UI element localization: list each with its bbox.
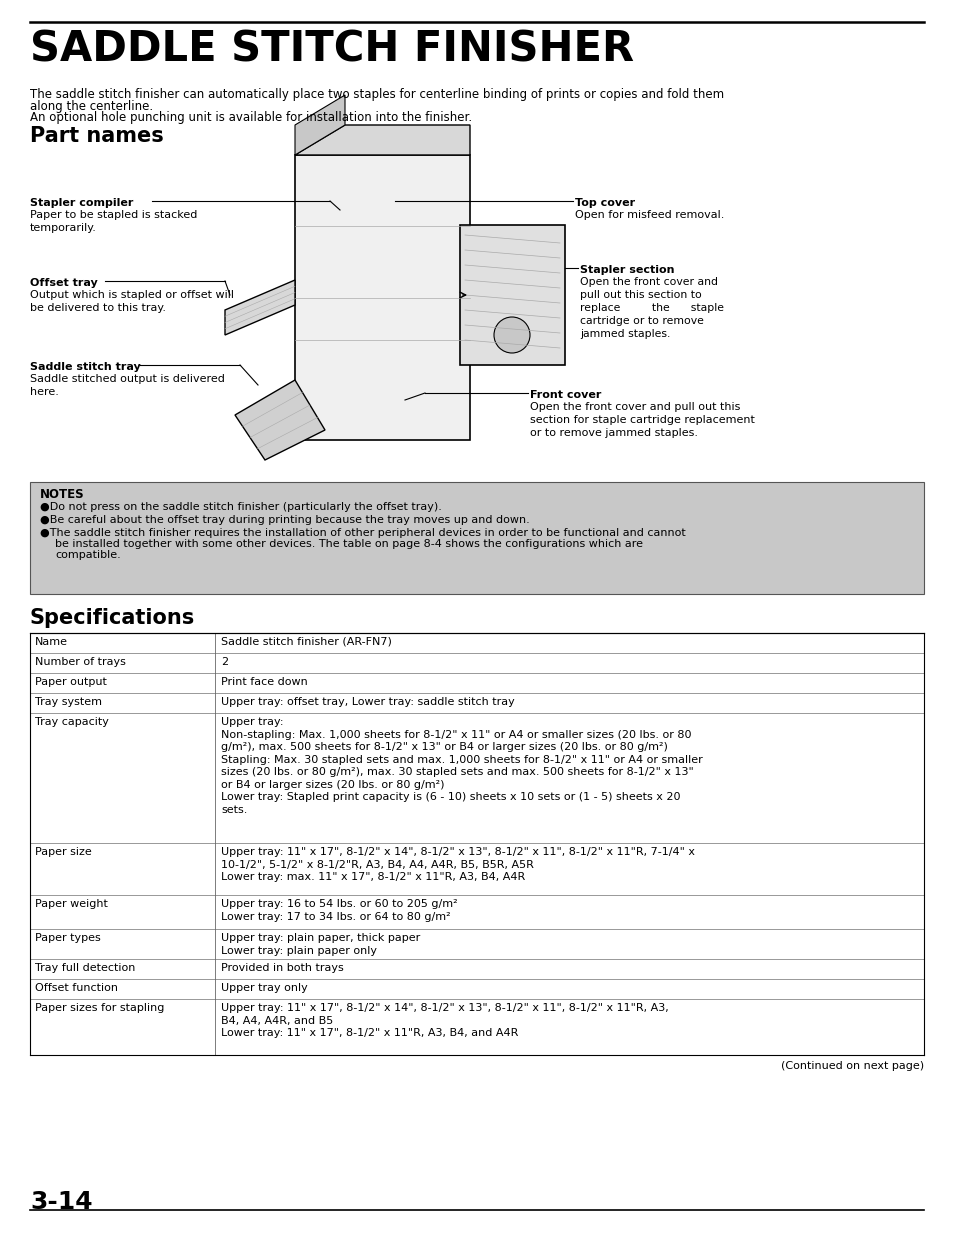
Text: Offset tray: Offset tray	[30, 278, 97, 288]
Text: Open for misfeed removal.: Open for misfeed removal.	[575, 210, 723, 220]
Text: Paper sizes for stapling: Paper sizes for stapling	[35, 1003, 164, 1013]
Text: Part names: Part names	[30, 126, 164, 146]
Text: Open the front cover and pull out this
section for staple cartridge replacement
: Open the front cover and pull out this s…	[530, 403, 754, 437]
Text: Specifications: Specifications	[30, 608, 195, 629]
Bar	[30, 673, 923, 693]
Text: Name: Name	[35, 637, 68, 647]
Text: along the centerline.: along the centerline.	[30, 100, 153, 112]
Text: Upper tray: 11" x 17", 8-1/2" x 14", 8-1/2" x 13", 8-1/2" x 11", 8-1/2" x 11"R, : Upper tray: 11" x 17", 8-1/2" x 14", 8-1…	[221, 1003, 668, 1039]
Bar	[30, 634, 923, 653]
Text: Paper weight: Paper weight	[35, 899, 108, 909]
Text: Print face down: Print face down	[221, 677, 308, 687]
Text: Paper to be stapled is stacked
temporarily.: Paper to be stapled is stacked temporari…	[30, 210, 197, 233]
Bar	[30, 929, 923, 960]
Text: SADDLE STITCH FINISHER: SADDLE STITCH FINISHER	[30, 28, 634, 70]
Text: Paper types: Paper types	[35, 932, 101, 944]
Bar	[30, 693, 923, 713]
Text: Output which is stapled or offset will
be delivered to this tray.: Output which is stapled or offset will b…	[30, 290, 233, 312]
FancyBboxPatch shape	[294, 156, 470, 440]
Polygon shape	[294, 95, 345, 156]
Text: ●The saddle stitch finisher requires the installation of other peripheral device: ●The saddle stitch finisher requires the…	[40, 529, 685, 538]
Text: Offset function: Offset function	[35, 983, 118, 993]
Polygon shape	[225, 280, 294, 335]
Text: Paper size: Paper size	[35, 847, 91, 857]
Text: Paper output: Paper output	[35, 677, 107, 687]
Text: Tray capacity: Tray capacity	[35, 718, 109, 727]
FancyBboxPatch shape	[459, 225, 564, 366]
Text: Number of trays: Number of trays	[35, 657, 126, 667]
Text: 3-14: 3-14	[30, 1191, 92, 1214]
Text: Saddle stitched output is delivered
here.: Saddle stitched output is delivered here…	[30, 374, 225, 396]
Text: NOTES: NOTES	[40, 488, 85, 501]
Text: Front cover: Front cover	[530, 390, 600, 400]
Text: Upper tray: offset tray, Lower tray: saddle stitch tray: Upper tray: offset tray, Lower tray: sad…	[221, 697, 515, 706]
Text: ●Do not press on the saddle stitch finisher (particularly the offset tray).: ●Do not press on the saddle stitch finis…	[40, 501, 441, 513]
Bar	[30, 482, 923, 594]
Bar	[30, 960, 923, 979]
Bar	[30, 999, 923, 1055]
Polygon shape	[234, 380, 325, 459]
Text: Upper tray only: Upper tray only	[221, 983, 308, 993]
Text: Provided in both trays: Provided in both trays	[221, 963, 343, 973]
Bar	[30, 844, 923, 895]
Text: Top cover: Top cover	[575, 198, 635, 207]
Text: Stapler compiler: Stapler compiler	[30, 198, 133, 207]
Text: Saddle stitch finisher (AR-FN7): Saddle stitch finisher (AR-FN7)	[221, 637, 392, 647]
Text: An optional hole punching unit is available for installation into the finisher.: An optional hole punching unit is availa…	[30, 111, 472, 124]
Bar	[30, 895, 923, 929]
Text: Tray system: Tray system	[35, 697, 102, 706]
Polygon shape	[294, 125, 470, 156]
Text: The saddle stitch finisher can automatically place two staples for centerline bi: The saddle stitch finisher can automatic…	[30, 88, 723, 101]
Bar	[30, 653, 923, 673]
Text: be installed together with some other devices. The table on page 8-4 shows the c: be installed together with some other de…	[55, 538, 642, 550]
Text: Open the front cover and
pull out this section to
replace         the      stapl: Open the front cover and pull out this s…	[579, 277, 723, 340]
Text: compatible.: compatible.	[55, 550, 121, 559]
Text: Saddle stitch tray: Saddle stitch tray	[30, 362, 141, 372]
Bar	[30, 979, 923, 999]
Text: Upper tray: 16 to 54 lbs. or 60 to 205 g/m²
Lower tray: 17 to 34 lbs. or 64 to 8: Upper tray: 16 to 54 lbs. or 60 to 205 g…	[221, 899, 457, 921]
Text: Stapler section: Stapler section	[579, 266, 674, 275]
Text: Upper tray: plain paper, thick paper
Lower tray: plain paper only: Upper tray: plain paper, thick paper Low…	[221, 932, 420, 956]
Text: (Continued on next page): (Continued on next page)	[781, 1061, 923, 1071]
Bar	[30, 713, 923, 844]
Text: 2: 2	[221, 657, 228, 667]
Text: Upper tray:
Non-stapling: Max. 1,000 sheets for 8-1/2" x 11" or A4 or smaller si: Upper tray: Non-stapling: Max. 1,000 she…	[221, 718, 702, 815]
Text: Upper tray: 11" x 17", 8-1/2" x 14", 8-1/2" x 13", 8-1/2" x 11", 8-1/2" x 11"R, : Upper tray: 11" x 17", 8-1/2" x 14", 8-1…	[221, 847, 695, 882]
Circle shape	[494, 317, 530, 353]
Text: ●Be careful about the offset tray during printing because the tray moves up and : ●Be careful about the offset tray during…	[40, 515, 529, 525]
Text: Tray full detection: Tray full detection	[35, 963, 135, 973]
